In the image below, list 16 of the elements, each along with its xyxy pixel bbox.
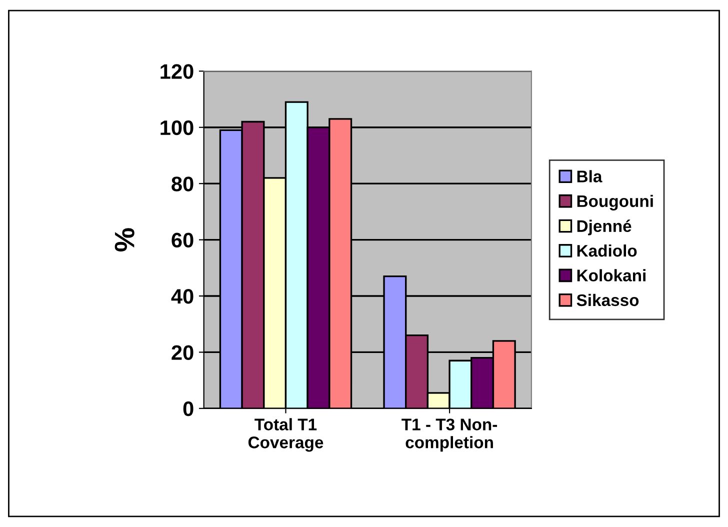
y-tick-label: 100 <box>160 120 194 136</box>
legend-label: Kolokani <box>577 269 646 282</box>
y-tick-label: 120 <box>160 64 194 79</box>
y-tick-label: 80 <box>172 176 194 192</box>
legend-label: Bla <box>577 170 602 182</box>
x-tick-label: T1 - T3 Non- completion <box>402 418 498 452</box>
legend-label: Kadiolo <box>577 244 637 257</box>
y-tick-label: 0 <box>183 401 194 416</box>
legend-label: Djenné <box>577 220 632 236</box>
y-tick-label: 60 <box>172 232 194 248</box>
legend-label: Bougouni <box>577 194 653 210</box>
x-tick-label: Total T1 Coverage <box>248 418 324 452</box>
y-tick-label: 20 <box>172 345 194 360</box>
legend-label: Sikasso <box>576 294 639 306</box>
y-axis-title: % <box>114 228 134 252</box>
y-tick-label: 40 <box>171 289 194 304</box>
